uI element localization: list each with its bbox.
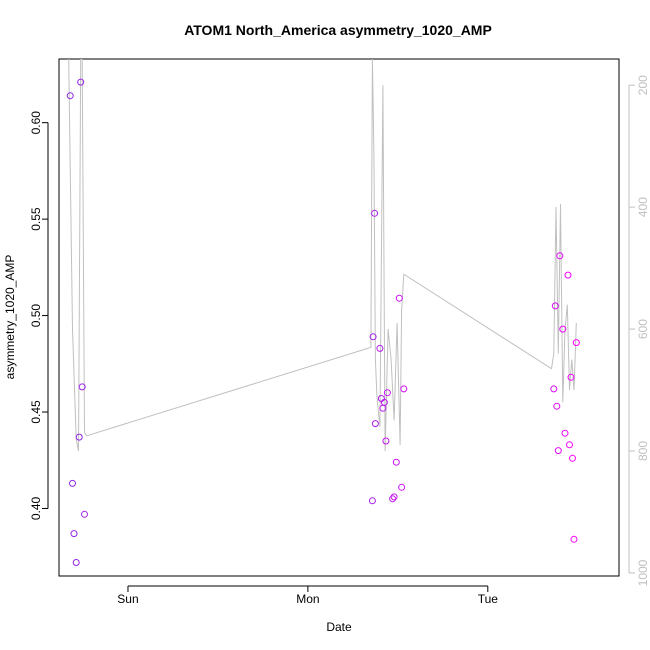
- data-point: [390, 493, 398, 501]
- data-point: [561, 429, 569, 437]
- data-point: [398, 483, 406, 491]
- y2-tick-label: 400: [636, 197, 650, 217]
- y-tick-label: 0.55: [29, 207, 43, 231]
- data-point: [569, 454, 576, 462]
- data-point: [81, 510, 88, 518]
- data-point: [551, 302, 559, 310]
- data-point: [395, 294, 403, 302]
- data-point: [550, 385, 558, 393]
- x-tick-label: Tue: [478, 592, 499, 606]
- plot-content: [66, 59, 580, 566]
- y-tick-label: 0.50: [29, 304, 43, 328]
- data-point: [368, 497, 376, 505]
- data-point: [380, 398, 388, 406]
- data-point: [389, 495, 397, 503]
- data-point: [572, 339, 580, 347]
- plot-area-frame: [58, 58, 620, 577]
- data-point: [400, 385, 408, 393]
- series-line: [68, 59, 577, 452]
- y-tick-label: 0.40: [29, 496, 43, 520]
- data-point: [567, 373, 575, 381]
- data-point: [554, 447, 562, 455]
- data-point: [382, 437, 390, 445]
- y2-tick-label: 1000: [636, 559, 650, 586]
- chart-title: ATOM1 North_America asymmetry_1020_AMP: [184, 22, 492, 38]
- x-axis-title: Date: [326, 620, 352, 634]
- y-axis-left: 0.40 0.45 0.50 0.55 0.60: [29, 111, 49, 520]
- y2-tick-label: 600: [636, 319, 650, 339]
- data-point: [556, 252, 564, 260]
- y-axis-title: asymmetry_1020_AMP: [3, 255, 17, 380]
- data-point: [69, 479, 76, 487]
- data-point: [371, 420, 379, 428]
- data-point: [553, 402, 561, 410]
- data-point: [392, 458, 400, 466]
- data-point: [72, 559, 80, 566]
- y-tick-label: 0.45: [29, 400, 43, 424]
- data-point: [559, 325, 567, 333]
- y-axis-right: 200 400 600 800 1000: [628, 75, 650, 586]
- data-point: [70, 530, 78, 538]
- data-point: [566, 441, 573, 449]
- x-axis: Sun Mon Tue: [117, 585, 499, 606]
- data-point: [570, 535, 578, 543]
- x-tick-label: Sun: [117, 592, 138, 606]
- data-point: [564, 271, 572, 279]
- y-tick-label: 0.60: [29, 111, 43, 135]
- data-point: [78, 383, 86, 391]
- data-point: [383, 389, 391, 397]
- data-point: [77, 78, 85, 86]
- data-point: [376, 344, 384, 352]
- y2-tick-label: 200: [636, 75, 650, 95]
- data-point: [371, 209, 379, 217]
- data-point: [75, 433, 83, 441]
- x-tick-label: Mon: [296, 592, 319, 606]
- data-point: [369, 333, 377, 341]
- y2-tick-label: 800: [636, 441, 650, 461]
- data-point: [66, 92, 74, 100]
